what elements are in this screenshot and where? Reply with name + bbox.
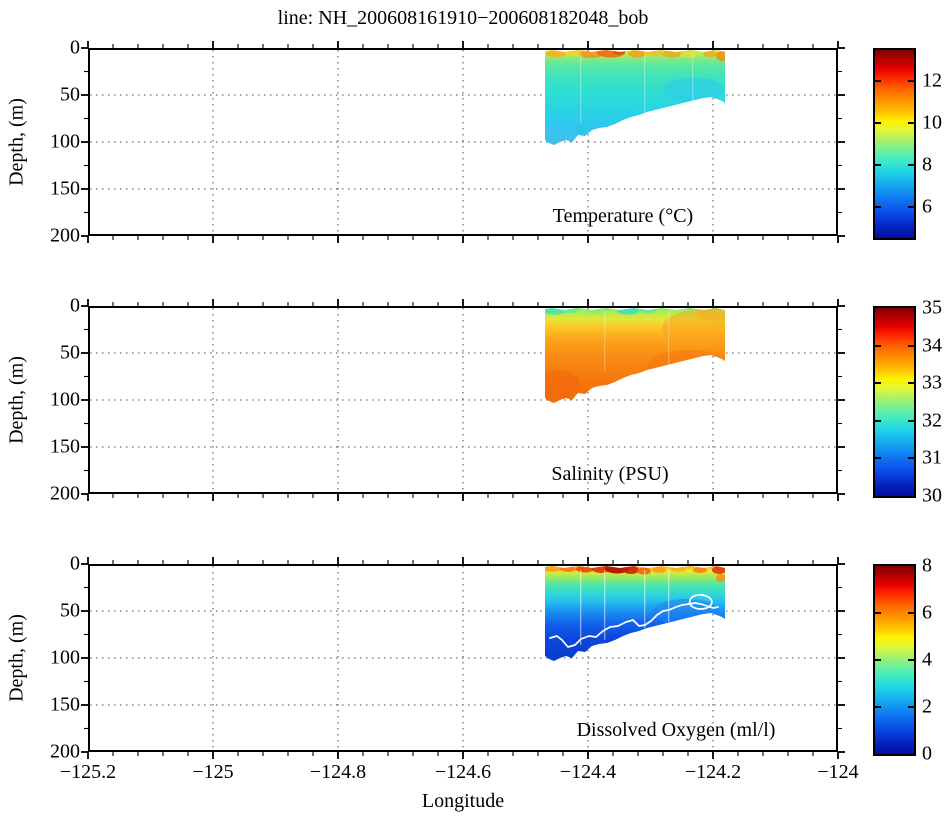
colorbar-tick-label: 33	[922, 371, 942, 394]
y-axis-label: Depth, (m)	[5, 356, 28, 444]
panel-label-dissolved-oxygen: Dissolved Oxygen (ml/l)	[576, 719, 776, 741]
y-tick-label: 0	[70, 294, 80, 317]
x-tick-label: −124.6	[434, 761, 492, 783]
x-axis-label: Longitude	[421, 790, 505, 812]
dissolved-oxygen-colorbar: 8 6 4 2 0	[873, 555, 932, 765]
dissolved-oxygen-section-data	[545, 566, 725, 661]
colorbar-tick-label: 8	[922, 153, 932, 176]
salinity-plot	[81, 299, 845, 501]
salinity-panel: Depth, (m) 0 50 100 150 200 Salinity (PS…	[6, 295, 845, 505]
y-tick-label: 100	[50, 646, 80, 669]
tick-marks	[81, 299, 845, 501]
y-tick-label: 200	[50, 224, 80, 247]
axes-box	[88, 306, 838, 494]
tick-marks	[81, 557, 845, 759]
y-tick-label: 200	[50, 482, 80, 505]
y-tick-label: 50	[60, 83, 80, 106]
colorbar-tick-label: 12	[922, 69, 942, 92]
x-tick-label: −125.2	[59, 761, 117, 783]
hypoxia-contour	[549, 602, 719, 648]
y-tick-label: 0	[70, 552, 80, 575]
y-axis-label: Depth, (m)	[5, 98, 28, 186]
colorbar-tick-label: 6	[922, 195, 932, 218]
axes-box	[88, 564, 838, 752]
colorbar-tick-label: 32	[922, 409, 942, 432]
y-tick-label: 150	[50, 693, 80, 716]
colorbar-tick-label: 34	[922, 334, 942, 357]
y-tick-label: 100	[50, 130, 80, 153]
y-axis-label: Depth, (m)	[5, 614, 28, 702]
colorbar-tick-label: 6	[922, 601, 932, 624]
x-tick-label: −125	[192, 761, 234, 783]
temperature-panel: Depth, (m) 0 50 100 150 200 Temperature …	[6, 37, 845, 247]
colorbar-tick-label: 4	[922, 648, 932, 671]
colorbar-tick-label: 35	[922, 296, 942, 319]
tick-marks	[81, 41, 845, 243]
colorbar-tick-label: 10	[922, 111, 942, 134]
x-tick-label: −124.4	[559, 761, 617, 783]
colorbar-tick-label: 30	[922, 484, 942, 507]
y-tick-label: 50	[60, 599, 80, 622]
salinity-colorbar: 35 34 33 32 31 30	[873, 297, 942, 507]
figure-title: line: NH_200608161910−200608182048_bob	[277, 7, 649, 29]
y-tick-label: 200	[50, 740, 80, 763]
axes-box	[88, 48, 838, 236]
y-tick-label: 150	[50, 177, 80, 200]
hypoxia-contour-loop	[688, 594, 713, 610]
x-tick-label: −124	[817, 761, 859, 783]
y-tick-label: 100	[50, 388, 80, 411]
y-tick-label: 150	[50, 435, 80, 458]
dissolved-oxygen-panel: Depth, (m) 0 50 100 150 200 Dissolved Ox…	[6, 553, 845, 763]
temperature-plot	[81, 41, 845, 243]
salinity-section-data	[545, 308, 725, 403]
dissolved-oxygen-plot	[81, 557, 845, 759]
temperature-colorbar: 12 10 8 6	[873, 48, 942, 240]
colorbar-tick-label: 8	[922, 554, 932, 577]
temperature-section-data	[545, 50, 725, 145]
x-tick-label: −124.2	[684, 761, 742, 783]
x-tick-label: −124.8	[309, 761, 367, 783]
panel-label-salinity: Salinity (PSU)	[551, 463, 669, 485]
y-tick-label: 50	[60, 341, 80, 364]
y-tick-label: 0	[70, 36, 80, 59]
panel-label-temperature: Temperature (°C)	[552, 205, 694, 227]
colorbar-tick-label: 2	[922, 695, 932, 718]
colorbar-tick-label: 0	[922, 742, 932, 765]
colorbar-tick-label: 31	[922, 446, 942, 469]
